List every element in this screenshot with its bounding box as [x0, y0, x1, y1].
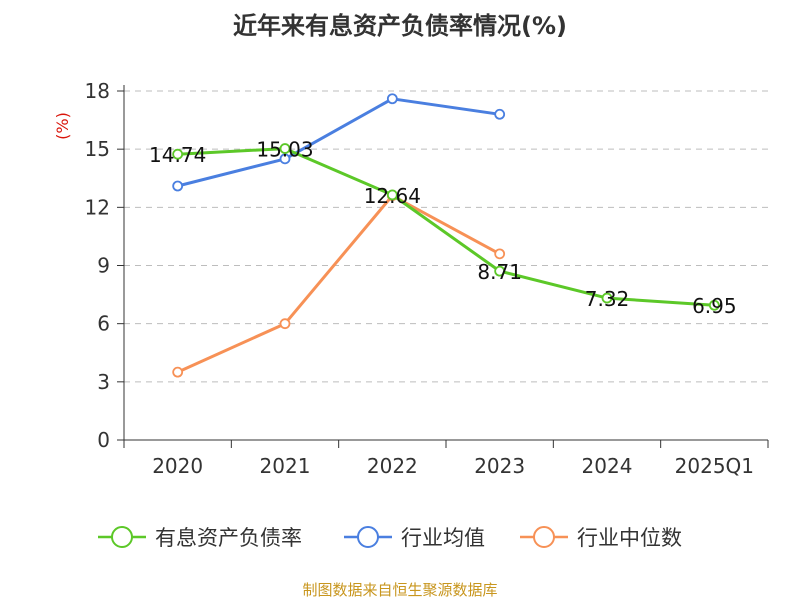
data-point	[494, 265, 506, 277]
data-label: 8.71	[477, 260, 522, 284]
legend-marker	[111, 526, 133, 548]
y-tick-label: 6	[97, 312, 110, 336]
x-tick-label: 2023	[474, 454, 525, 478]
x-tick-label: 2020	[152, 454, 203, 478]
series-line	[176, 147, 716, 307]
y-axis-label: (%)	[53, 112, 72, 140]
data-label: 15.03	[256, 138, 313, 162]
legend-marker	[533, 526, 555, 548]
legend: 有息资产负债率 行业均值 行业中位数	[98, 526, 682, 550]
source-note: 制图数据来自恒生聚源数据库	[302, 581, 497, 599]
data-label: 12.64	[364, 184, 421, 208]
data-point	[386, 189, 398, 201]
data-point	[494, 108, 506, 120]
y-tick-label: 3	[97, 370, 110, 394]
data-point	[172, 180, 184, 192]
data-point	[279, 143, 291, 154]
x-tick-label: 2025Q1	[675, 454, 754, 478]
data-labels: 14.74 15.03 12.64 8.71 7.32 6.95	[149, 138, 737, 319]
y-tick-label: 0	[97, 428, 110, 452]
axes: 0 3 6 9 12 15 18 2020 2021 2022 2023 2024 2025Q1	[85, 79, 769, 478]
data-point	[279, 153, 291, 165]
series-line	[176, 97, 502, 188]
series-lines	[172, 93, 720, 378]
legend-marker	[357, 526, 379, 548]
grid-lines	[124, 90, 768, 383]
x-tick-label: 2024	[582, 454, 633, 478]
data-point	[172, 366, 184, 378]
legend-label: 行业中位数	[577, 526, 682, 550]
x-tick-label: 2021	[260, 454, 311, 478]
y-tick-label: 12	[85, 195, 110, 219]
series-line	[176, 194, 502, 374]
data-label: 7.32	[585, 287, 630, 311]
data-label: 6.95	[692, 294, 737, 318]
legend-label: 行业均值	[401, 526, 485, 550]
data-point	[601, 292, 613, 304]
data-point	[494, 248, 506, 260]
data-point	[708, 299, 720, 311]
y-tick-label: 15	[85, 137, 110, 161]
data-label: 14.74	[149, 143, 206, 167]
y-tick-label: 18	[85, 79, 110, 103]
y-tick-label: 9	[97, 254, 110, 278]
data-point	[386, 93, 398, 105]
data-point	[279, 318, 291, 330]
x-tick-label: 2022	[367, 454, 418, 478]
chart-title: 近年来有息资产负债率情况(%)	[233, 12, 567, 40]
legend-label: 有息资产负债率	[155, 526, 302, 550]
data-point	[172, 148, 184, 160]
